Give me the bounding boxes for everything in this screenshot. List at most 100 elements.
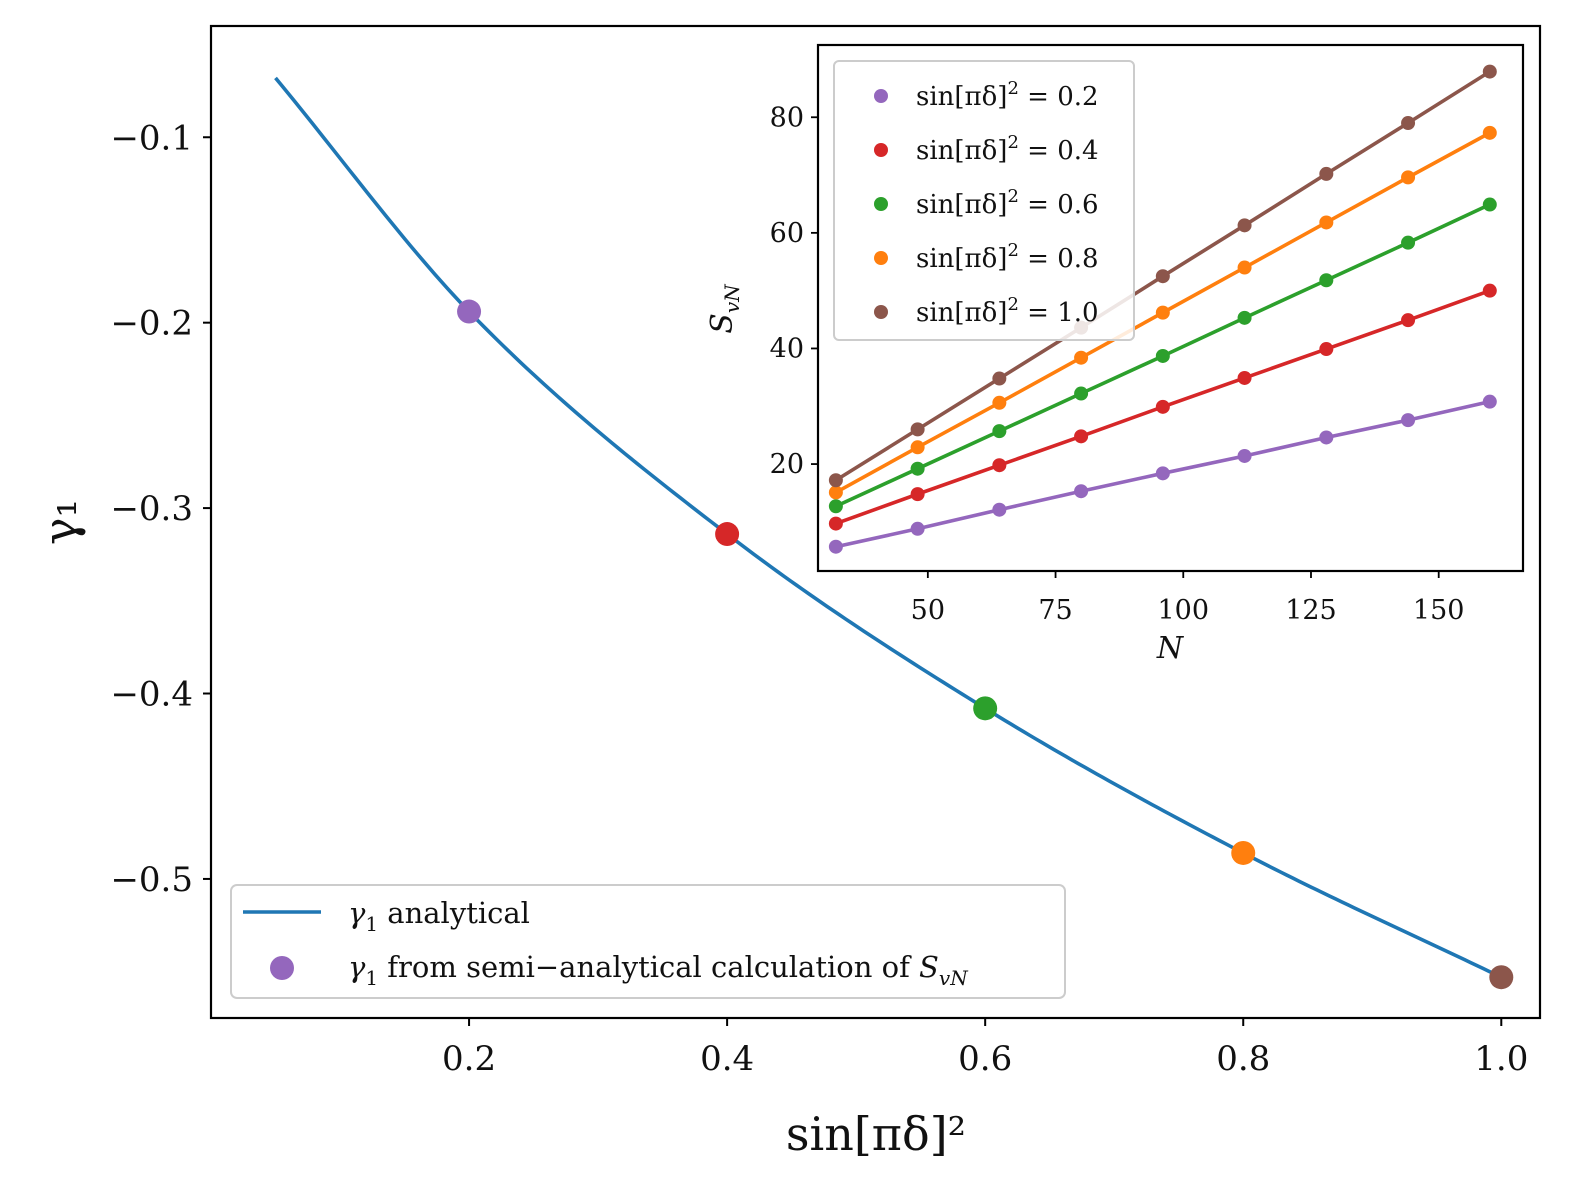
inset-data-point — [1237, 448, 1252, 463]
inset-data-point — [1074, 350, 1089, 365]
inset-data-point — [828, 473, 843, 488]
inset-data-point — [1319, 166, 1334, 181]
inset-legend-swatch — [874, 197, 888, 211]
inset-data-point — [1155, 305, 1170, 320]
inset-data-point — [1319, 215, 1334, 230]
main-x-ticks: 0.2 0.4 0.6 0.8 1.0 — [442, 1018, 1528, 1079]
inset-data-point — [1237, 370, 1252, 385]
main-y-tick-label: −0.4 — [110, 675, 193, 715]
inset-data-point — [828, 485, 843, 500]
inset-data-point — [828, 516, 843, 531]
legend-entry-analytical: γ1 analytical — [348, 896, 530, 936]
inset-data-point — [910, 487, 925, 502]
inset-data-point — [1155, 348, 1170, 363]
inset-axes-frame — [816, 43, 1525, 573]
inset-series-orange — [828, 125, 1497, 500]
semi-analytical-point — [1489, 965, 1514, 990]
main-axes: 0.2 0.4 0.6 0.8 1.0 −0.1 −0.2 −0.3 −0.4 −0.5 sin… — [33, 24, 1542, 1161]
main-x-tick-label: 0.6 — [958, 1039, 1012, 1079]
inset-data-point — [1155, 399, 1170, 414]
inset-data-point — [1074, 429, 1089, 444]
inset-x-axis-label: N — [1156, 631, 1185, 666]
main-x-tick-label: 0.2 — [442, 1039, 496, 1079]
inset-series-green — [828, 197, 1497, 514]
inset-data-point — [1401, 413, 1416, 428]
inset-data-point — [1319, 273, 1334, 288]
inset-legend: sin[πδ]2 = 0.2 sin[πδ]2 = 0.4 sin[πδ]2 = 0… — [833, 60, 1135, 341]
main-y-ticks: −0.1 −0.2 −0.3 −0.4 −0.5 — [110, 118, 211, 900]
inset-y-tick-label: 20 — [770, 449, 804, 480]
semi-analytical-point — [1231, 840, 1256, 865]
main-axes-frame — [209, 24, 1542, 1020]
inset-series-red — [828, 283, 1497, 531]
inset-legend-swatch — [874, 251, 888, 265]
inset-y-axis-label: SvN — [705, 283, 744, 334]
inset-data-point — [828, 539, 843, 554]
inset-data-point — [910, 440, 925, 455]
legend-dot-swatch — [270, 956, 294, 980]
inset-y-tick-label: 80 — [770, 102, 804, 133]
main-x-tick-label: 0.8 — [1216, 1039, 1270, 1079]
inset-data-point — [992, 371, 1007, 386]
inset-data-point — [992, 502, 1007, 517]
inset-legend-label: sin[πδ]2 = 0.6 — [916, 186, 1099, 220]
inset-x-tick-label: 100 — [1157, 595, 1209, 626]
analytical-curve — [274, 76, 1503, 979]
inset-data-point — [992, 424, 1007, 439]
inset-y-ticks: 20 40 60 80 — [770, 102, 818, 480]
inset-data-point — [910, 422, 925, 437]
inset-data-point — [1401, 170, 1416, 185]
inset-data-point — [1237, 218, 1252, 233]
inset-legend-box — [833, 60, 1135, 341]
main-legend: γ1 analytical γ1 from semi−analytical ca… — [230, 884, 1066, 999]
inset-data-point — [1237, 260, 1252, 275]
main-x-tick-label: 1.0 — [1474, 1039, 1528, 1079]
inset-data-point — [1074, 386, 1089, 401]
main-y-tick-label: −0.5 — [110, 860, 193, 900]
main-legend-box — [230, 884, 1066, 999]
semi-analytical-points — [457, 299, 1514, 990]
inset-y-tick-label: 40 — [770, 333, 804, 364]
main-y-axis-label: γ₁ — [33, 499, 87, 545]
inset-data-point — [1482, 283, 1497, 298]
semi-analytical-point — [715, 522, 740, 547]
inset-data-point — [1482, 394, 1497, 409]
inset-data-point — [992, 458, 1007, 473]
inset-data-point — [1237, 310, 1252, 325]
inset-data-point — [910, 521, 925, 536]
inset-data-point — [1319, 342, 1334, 357]
inset-series-purple — [828, 394, 1497, 554]
inset-data-point — [1155, 269, 1170, 284]
inset-legend-entries: sin[πδ]2 = 0.2 sin[πδ]2 = 0.4 sin[πδ]2 = 0… — [874, 78, 1099, 328]
inset-data-point — [1482, 125, 1497, 140]
inset-series-brown — [828, 64, 1497, 488]
main-y-tick-label: −0.1 — [110, 118, 193, 158]
inset-legend-label: sin[πδ]2 = 1.0 — [916, 294, 1099, 328]
main-y-tick-label: −0.2 — [110, 304, 193, 344]
semi-analytical-point — [973, 696, 998, 721]
inset-x-tick-label: 125 — [1285, 595, 1337, 626]
inset-data-point — [1482, 197, 1497, 212]
inset-data-point — [828, 499, 843, 514]
inset-data-point — [1074, 484, 1089, 499]
main-y-tick-label: −0.3 — [110, 489, 193, 529]
inset-legend-label: sin[πδ]2 = 0.4 — [916, 132, 1099, 166]
inset-data-point — [1482, 64, 1497, 79]
inset-data-point — [1401, 313, 1416, 328]
inset-legend-swatch — [874, 305, 888, 319]
inset-data-point — [1401, 116, 1416, 131]
inset-legend-label: sin[πδ]2 = 0.8 — [916, 240, 1099, 274]
inset-x-tick-label: 150 — [1413, 595, 1465, 626]
main-x-tick-label: 0.4 — [700, 1039, 754, 1079]
inset-data-point — [992, 395, 1007, 410]
inset-x-ticks: 50 75 100 125 150 — [911, 571, 1465, 626]
semi-analytical-point — [457, 299, 482, 324]
inset-legend-swatch — [874, 143, 888, 157]
inset-data-point — [1155, 466, 1170, 481]
inset-data-point — [1319, 430, 1334, 445]
main-x-axis-label: sin[πδ]² — [786, 1107, 966, 1161]
inset-x-tick-label: 50 — [911, 595, 945, 626]
inset-series — [828, 64, 1497, 554]
